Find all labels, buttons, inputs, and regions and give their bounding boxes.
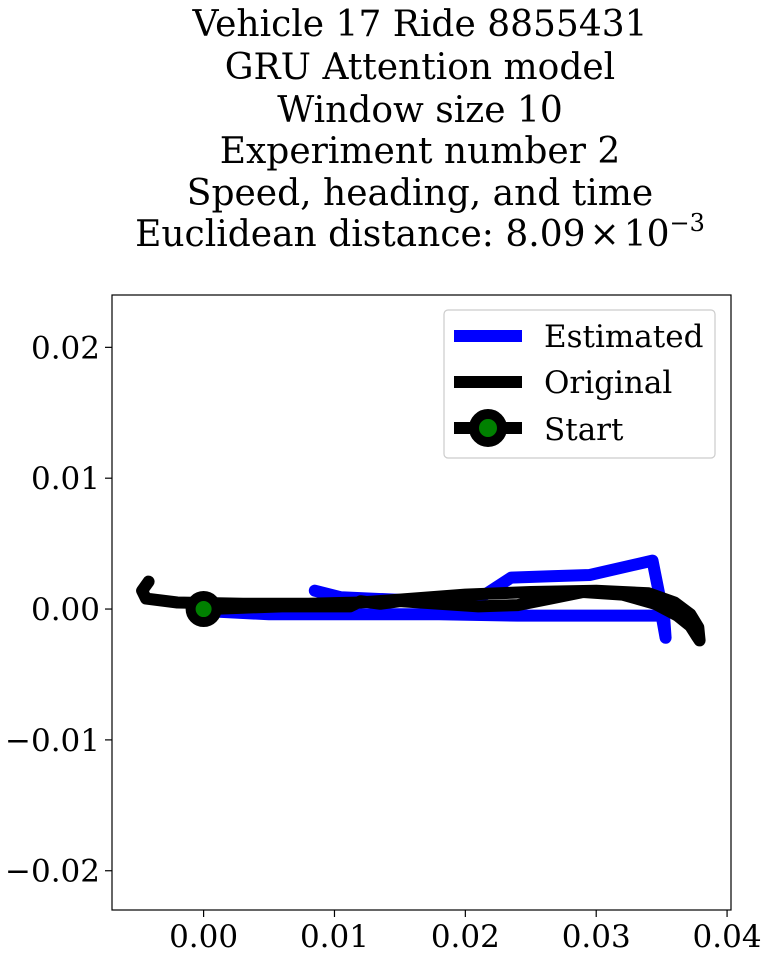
legend-original-label: Original xyxy=(544,365,672,401)
title-metric-line: Euclidean distance: 8.09 × 10−3 xyxy=(135,209,705,255)
x-tick-label: 0.02 xyxy=(431,919,500,955)
title-metric-times: × xyxy=(590,214,620,255)
title-metric-exponent: −3 xyxy=(670,209,705,237)
x-tick-label: 0.04 xyxy=(693,919,762,955)
y-tick-label: 0.01 xyxy=(31,461,100,497)
title-metric-prefix: Euclidean distance: 8.09 xyxy=(135,214,585,255)
legend-start-label: Start xyxy=(544,412,624,448)
legend: Estimated Original Start xyxy=(443,309,716,459)
y-tick-label: 0.00 xyxy=(31,592,100,628)
legend-estimated-label: Estimated xyxy=(544,319,703,355)
title-line-1: Vehicle 17 Ride 8855431 xyxy=(191,4,647,45)
plot-area xyxy=(136,554,706,647)
legend-frame xyxy=(443,309,716,459)
title-line-4: Experiment number 2 xyxy=(220,131,621,172)
legend-start-marker xyxy=(469,409,507,447)
y-axis: 0.02 0.01 0.00 −0.01 −0.02 xyxy=(5,330,112,890)
x-tick-label: 0.00 xyxy=(169,919,238,955)
axes-frame xyxy=(111,294,732,911)
x-axis: 0.00 0.01 0.02 0.03 0.04 xyxy=(169,910,762,955)
y-tick-label: −0.01 xyxy=(5,723,100,759)
title-metric-base: 10 xyxy=(624,214,670,255)
x-tick-label: 0.03 xyxy=(562,919,631,955)
title-line-3: Window size 10 xyxy=(277,90,563,131)
series-original-line xyxy=(136,575,706,647)
y-tick-label: −0.02 xyxy=(5,854,100,890)
title-line-5: Speed, heading, and time xyxy=(187,173,653,214)
chart-title: Vehicle 17 Ride 8855431 GRU Attention mo… xyxy=(135,4,705,255)
start-marker xyxy=(185,591,222,628)
title-line-2: GRU Attention model xyxy=(225,47,615,88)
y-tick-label: 0.02 xyxy=(31,330,100,366)
x-tick-label: 0.01 xyxy=(300,919,369,955)
